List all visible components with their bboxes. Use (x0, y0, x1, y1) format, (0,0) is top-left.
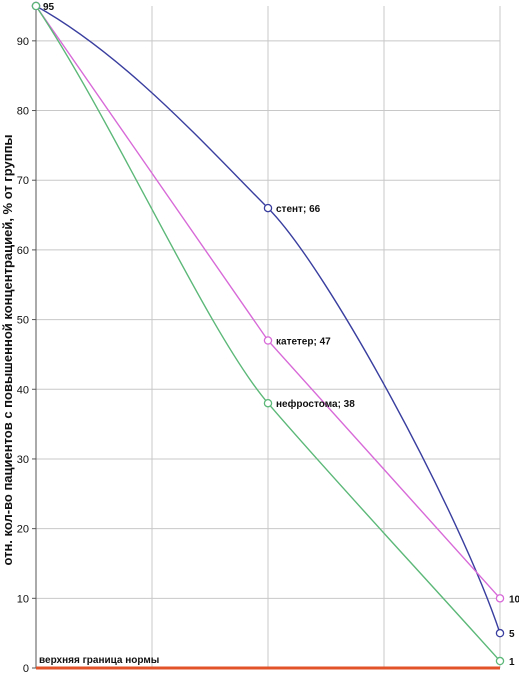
data-labels: стент; 66 катетер; 47 нефростома; 38 95 5 10 1 (43, 2, 519, 668)
data-point (263, 203, 273, 213)
data-label: 1 (509, 657, 515, 668)
y-tick-label: 50 (17, 315, 29, 327)
data-point (495, 594, 505, 603)
y-tick-label: 10 (17, 593, 29, 605)
y-tick-label: 30 (17, 454, 29, 466)
y-tick-label: 40 (17, 384, 29, 396)
data-point (263, 336, 273, 345)
y-tick-label: 80 (17, 106, 29, 118)
data-label: катетер; 47 (276, 336, 331, 347)
data-point (31, 1, 41, 11)
y-axis-label: отн. кол-во пациентов с повышенной конце… (0, 134, 15, 565)
series-line-3 (35, 5, 501, 662)
data-point (495, 656, 505, 666)
y-tick-label: 60 (17, 245, 29, 257)
y-tick-label: 70 (17, 175, 29, 187)
y-tick-label: 20 (17, 524, 29, 536)
reference-line: верхняя граница нормы (36, 655, 500, 670)
y-tick-label: 90 (17, 36, 29, 48)
data-point (495, 628, 505, 638)
data-label: 10 (509, 594, 519, 605)
data-label: стент; 66 (276, 204, 321, 215)
data-label: 5 (509, 629, 515, 640)
data-label: нефростома; 38 (276, 398, 355, 410)
data-point (263, 398, 273, 408)
data-label: 95 (43, 2, 55, 13)
y-tick-label: 0 (23, 663, 29, 674)
norm-threshold-label: верхняя граница нормы (39, 655, 159, 666)
data-points (31, 1, 505, 666)
series-line-1 (35, 5, 501, 634)
grid-lines (36, 6, 501, 668)
y-axis-ticks: 0 10 20 30 40 50 60 70 80 90 (17, 36, 36, 674)
